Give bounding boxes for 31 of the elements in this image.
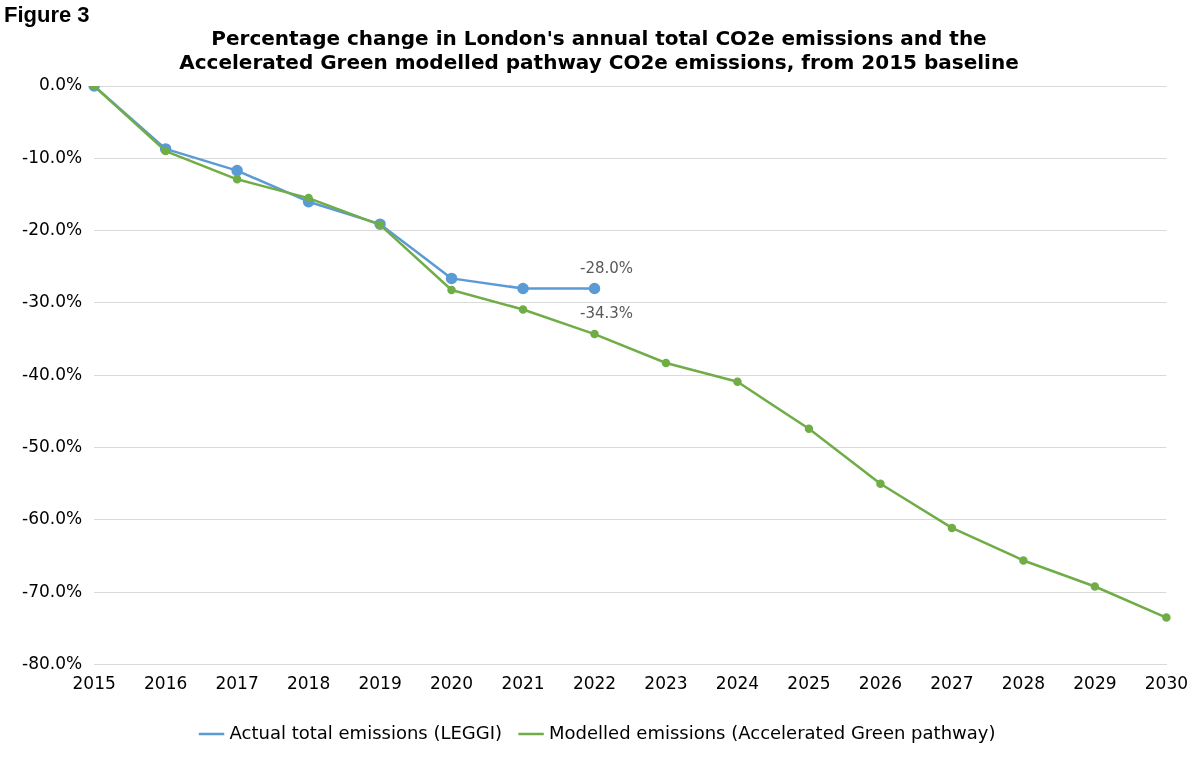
y-tick-label: -50.0%	[22, 436, 83, 457]
x-tick-label: 2020	[429, 673, 474, 694]
x-tick-label: 2021	[501, 673, 545, 694]
data-label: -34.3%	[579, 304, 634, 323]
x-tick-label: 2022	[572, 673, 617, 694]
x-tick-label: 2024	[715, 673, 760, 694]
y-tick-label: -60.0%	[22, 508, 83, 529]
y-tick-label: -30.0%	[22, 291, 83, 312]
y-tick-label: -10.0%	[22, 146, 83, 167]
legend-label: Actual total emissions (LEGGI)	[229, 721, 503, 743]
caption: Figure 3	[4, 2, 90, 28]
x-tick-label: 2026	[858, 673, 903, 694]
x-tick-label: 2016	[143, 673, 188, 694]
x-tick-label: 2019	[358, 673, 402, 694]
x-tick-label: 2028	[1001, 673, 1046, 694]
x-tick-label: 2017	[215, 673, 259, 694]
chart-title: Percentage change in London's annual total CO2e emissions and the Accelerated Green modelled pathway CO2e emissions, from 2015 baseline	[179, 26, 1019, 75]
y-tick-label: -80.0%	[22, 653, 83, 674]
x-tick-label: 2023	[644, 673, 688, 694]
y-tick-label: 0.0%	[38, 74, 83, 95]
x-tick-label: 2025	[787, 673, 831, 694]
data-label: -28.0%	[579, 258, 634, 277]
x-tick-label: 2027	[930, 673, 974, 694]
legend-label: Modelled emissions (Accelerated Green pathway)	[549, 721, 996, 743]
y-tick-label: -20.0%	[22, 219, 83, 240]
y-tick-label: -40.0%	[22, 363, 83, 384]
x-tick-label: 2015	[72, 673, 116, 694]
x-tick-label: 2030	[1144, 673, 1188, 694]
y-tick-label: -70.0%	[22, 580, 83, 601]
x-tick-label: 2029	[1073, 673, 1117, 694]
x-tick-label: 2018	[286, 673, 331, 694]
